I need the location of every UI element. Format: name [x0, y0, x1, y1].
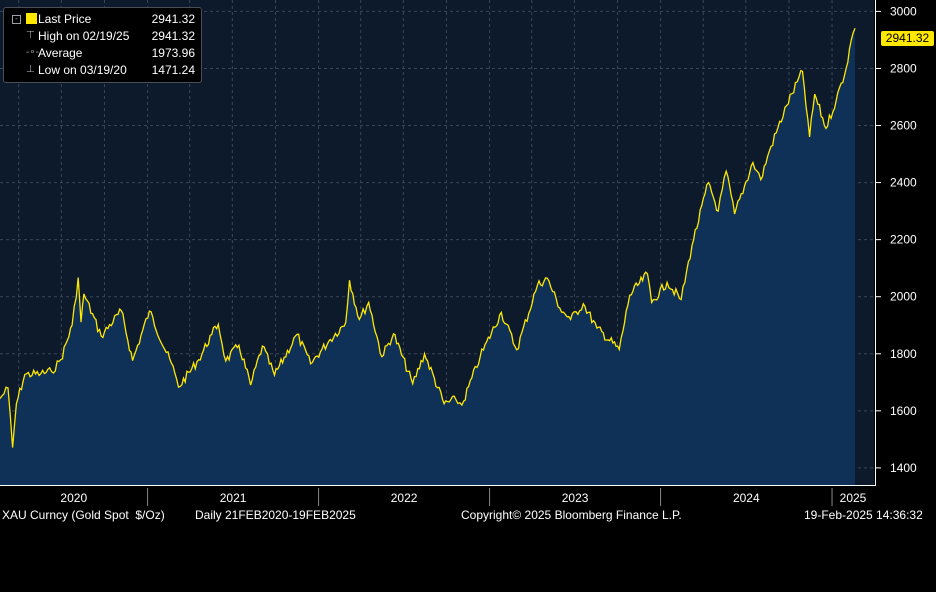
y-axis-ticks: 1400 1600 1800 2000 2200 2400 2600 2800 3000	[876, 4, 917, 475]
gold-price-chart: 1400 1600 1800 2000 2200 2400 2600 2800 3000 202…	[0, 0, 936, 507]
y-tick-label: 2400	[890, 176, 917, 190]
bottom-axis-panel	[0, 485, 936, 507]
chart-footer: XAU Curncy (Gold Spot $/Oz) Daily 21FEB2…	[0, 507, 936, 524]
x-tick-label: 2024	[733, 491, 760, 505]
y-tick-label: 1600	[890, 404, 917, 418]
date-range: Daily 21FEB2020-19FEB2025	[195, 508, 356, 522]
x-tick-label: 2023	[562, 491, 589, 505]
x-tick-label: 2025	[840, 491, 867, 505]
legend-row-last-price: - Last Price 2941.32	[4, 11, 201, 27]
y-tick-label: 2600	[890, 119, 917, 133]
legend-label: High on 02/19/25	[38, 29, 130, 43]
average-line-icon: -∘-	[26, 47, 39, 58]
legend-label: Low on 03/19/20	[38, 63, 127, 77]
collapse-icon[interactable]: -	[12, 15, 21, 24]
timestamp: 19-Feb-2025 14:36:32	[804, 508, 923, 522]
legend-value: 1973.96	[151, 46, 195, 60]
right-axis-panel	[874, 0, 936, 485]
y-tick-label: 2000	[890, 290, 917, 304]
legend-value: 2941.32	[151, 29, 195, 43]
legend-row-average: -∘- Average 1973.96	[4, 45, 201, 61]
ticker-description: XAU Curncy (Gold Spot $/Oz)	[2, 508, 165, 522]
y-tick-label: 3000	[890, 4, 917, 18]
x-axis-ticks: 2020 2021 2022 2023 2024 2025	[60, 488, 867, 506]
y-tick-label: 1800	[890, 347, 917, 361]
price-line	[0, 27, 856, 448]
y-tick-label: 1400	[890, 461, 917, 475]
legend-row-low: ⊥ Low on 03/19/20 1471.24	[4, 62, 201, 78]
legend-row-high: ⊤ High on 02/19/25 2941.32	[4, 28, 201, 44]
chart-legend: - Last Price 2941.32 ⊤ High on 02/19/25 …	[3, 7, 202, 83]
copyright: Copyright© 2025 Bloomberg Finance L.P.	[461, 508, 682, 522]
y-tick-label: 2200	[890, 233, 917, 247]
x-tick-label: 2022	[391, 491, 418, 505]
legend-value: 2941.32	[151, 12, 195, 26]
legend-label: Last Price	[38, 12, 92, 26]
x-tick-label: 2020	[60, 491, 87, 505]
legend-label: Average	[38, 46, 83, 60]
y-tick-label: 2800	[890, 61, 917, 75]
legend-value: 1471.24	[151, 63, 195, 77]
last-price-tag: 2941.32	[881, 31, 934, 46]
high-marker-icon: ⊤	[26, 30, 35, 41]
x-tick-label: 2021	[220, 491, 247, 505]
yellow-square-icon	[26, 13, 37, 24]
low-marker-icon: ⊥	[26, 64, 35, 75]
price-area	[0, 28, 855, 485]
